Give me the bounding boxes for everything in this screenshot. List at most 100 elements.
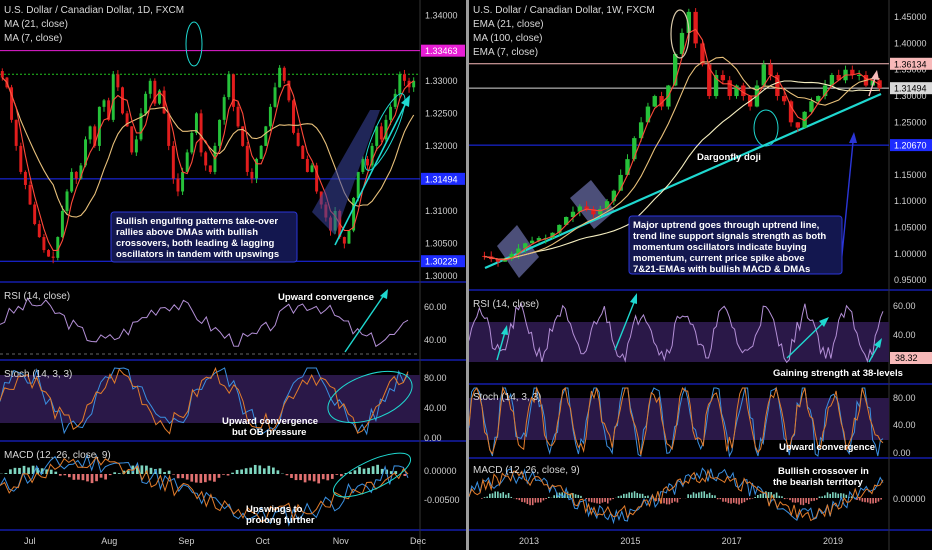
candle-body	[157, 90, 161, 104]
macd-histogram-bar	[767, 492, 770, 498]
candle-body	[167, 113, 171, 146]
candle-body	[139, 113, 143, 140]
macd-histogram-bar	[561, 492, 564, 498]
candle-body	[775, 75, 780, 97]
macd-histogram-bar	[358, 467, 361, 474]
macd-histogram-bar	[757, 494, 759, 498]
macd-histogram-bar	[108, 474, 112, 476]
candle-body	[84, 139, 87, 166]
macd-histogram-bar	[628, 492, 631, 498]
weekly-stoch-tick: 40.00	[893, 420, 916, 430]
macd-histogram-bar	[36, 467, 39, 474]
ellipse-marker	[753, 109, 779, 147]
stoch-d-line	[0, 366, 409, 435]
candle-body	[375, 126, 379, 146]
macd-histogram-bar	[644, 495, 647, 498]
candle-body	[148, 80, 152, 94]
macd-histogram-bar	[743, 498, 746, 503]
macd-histogram-bar	[231, 472, 234, 474]
macd-histogram-bar	[818, 496, 821, 498]
macd-histogram-bar	[217, 474, 221, 478]
macd-histogram-bar	[58, 474, 62, 476]
macd-histogram-bar	[267, 465, 271, 474]
ma7-legend: MA (7, close)	[4, 33, 62, 44]
candle-body	[342, 237, 346, 244]
macd-histogram-bar	[676, 498, 679, 503]
macd-histogram-bar	[810, 498, 813, 502]
x-tick-label: Sep	[178, 536, 194, 546]
candle-body	[611, 190, 617, 202]
candle-body	[652, 96, 657, 107]
macd-histogram-bar	[564, 493, 566, 498]
candle-body	[816, 96, 821, 102]
candle-body	[700, 43, 705, 65]
macd-histogram-bar	[253, 464, 257, 474]
candle-body	[570, 211, 576, 217]
macd-histogram-bar	[235, 469, 239, 474]
ma7-line	[1, 77, 415, 251]
macd-histogram-bar	[290, 474, 293, 478]
macd-histogram-bar	[770, 492, 773, 498]
macd-histogram-bar	[821, 496, 823, 498]
macd-histogram-bar	[874, 498, 877, 503]
macd-histogram-bar	[285, 474, 289, 476]
daily-macd-tick: -0.00500	[424, 495, 460, 505]
macd-histogram-bar	[569, 493, 572, 498]
macd-histogram-bar	[759, 493, 762, 498]
candle-body	[111, 74, 115, 120]
candle-body	[190, 132, 194, 153]
candle-body	[584, 206, 589, 210]
candle-body	[93, 126, 97, 146]
macd-histogram-bar	[692, 492, 695, 498]
macd-histogram-bar	[258, 465, 262, 474]
macd-histogram-bar	[791, 498, 794, 503]
macd-histogram-bar	[673, 498, 676, 502]
macd-histogram-bar	[714, 495, 716, 498]
price-level-badge	[890, 82, 932, 95]
macd-histogram-bar	[9, 469, 12, 474]
candle-body	[97, 106, 101, 146]
trend-arrow	[868, 343, 880, 363]
macd-histogram-bar	[13, 467, 17, 474]
candle-body	[741, 85, 746, 97]
macd-histogram-bar	[799, 498, 802, 505]
x-tick-label: Oct	[256, 536, 271, 546]
candle-body	[162, 90, 166, 114]
weekly-x-axis: 2013 2015 2017 2019	[519, 536, 843, 546]
macd-histogram-bar	[4, 473, 8, 474]
macd-histogram-bar	[537, 498, 539, 503]
macd-histogram-bar	[636, 492, 639, 498]
macd-histogram-bar	[719, 498, 722, 500]
stoch-d-line	[469, 386, 884, 456]
macd-histogram-bar	[362, 468, 366, 474]
macd-histogram-bar	[716, 498, 719, 500]
macd-histogram-bar	[802, 498, 805, 506]
candle-body	[782, 96, 787, 102]
macd-histogram-bar	[199, 474, 203, 483]
candle-body	[278, 67, 282, 88]
macd-histogram-bar	[294, 474, 298, 481]
uptrend-line	[484, 92, 882, 270]
weekly-rsi-tick: 60.00	[893, 301, 916, 311]
macd-histogram-bar	[523, 498, 526, 503]
candle-body	[23, 171, 27, 185]
macd-histogram-bar	[113, 472, 117, 474]
candle-body	[598, 209, 603, 215]
macd-histogram-bar	[829, 493, 832, 498]
price-level-badge	[890, 57, 932, 70]
x-tick-label: Nov	[333, 536, 350, 546]
candle-body	[47, 250, 51, 257]
candle-body	[713, 75, 719, 97]
macd-histogram-bar	[344, 473, 348, 474]
macd-histogram-bar	[262, 468, 266, 474]
macd-histogram-bar	[312, 474, 316, 482]
trend-arrow-head	[819, 317, 829, 327]
weekly-stoch-panel	[469, 386, 884, 458]
macd-histogram-bar	[249, 467, 253, 474]
macd-histogram-bar	[317, 474, 321, 484]
ema7-legend: EMA (7, close)	[473, 47, 538, 58]
macd-histogram-bar	[730, 498, 732, 504]
ellipse-marker	[364, 93, 406, 171]
macd-histogram-bar	[735, 498, 738, 504]
macd-histogram-bar	[834, 492, 837, 498]
